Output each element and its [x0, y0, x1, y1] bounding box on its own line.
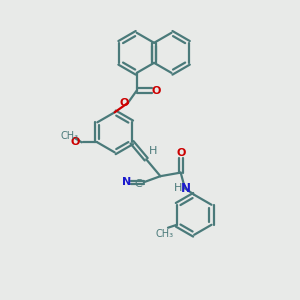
Text: O: O [151, 85, 160, 95]
Text: H: H [148, 146, 157, 156]
Text: CH₃: CH₃ [61, 131, 79, 141]
Text: C: C [135, 179, 142, 189]
Text: N: N [181, 182, 190, 195]
Text: O: O [119, 98, 129, 108]
Text: N: N [122, 177, 131, 187]
Text: O: O [70, 137, 80, 147]
Text: H: H [174, 183, 183, 193]
Text: O: O [176, 148, 185, 158]
Text: CH₃: CH₃ [156, 229, 174, 238]
